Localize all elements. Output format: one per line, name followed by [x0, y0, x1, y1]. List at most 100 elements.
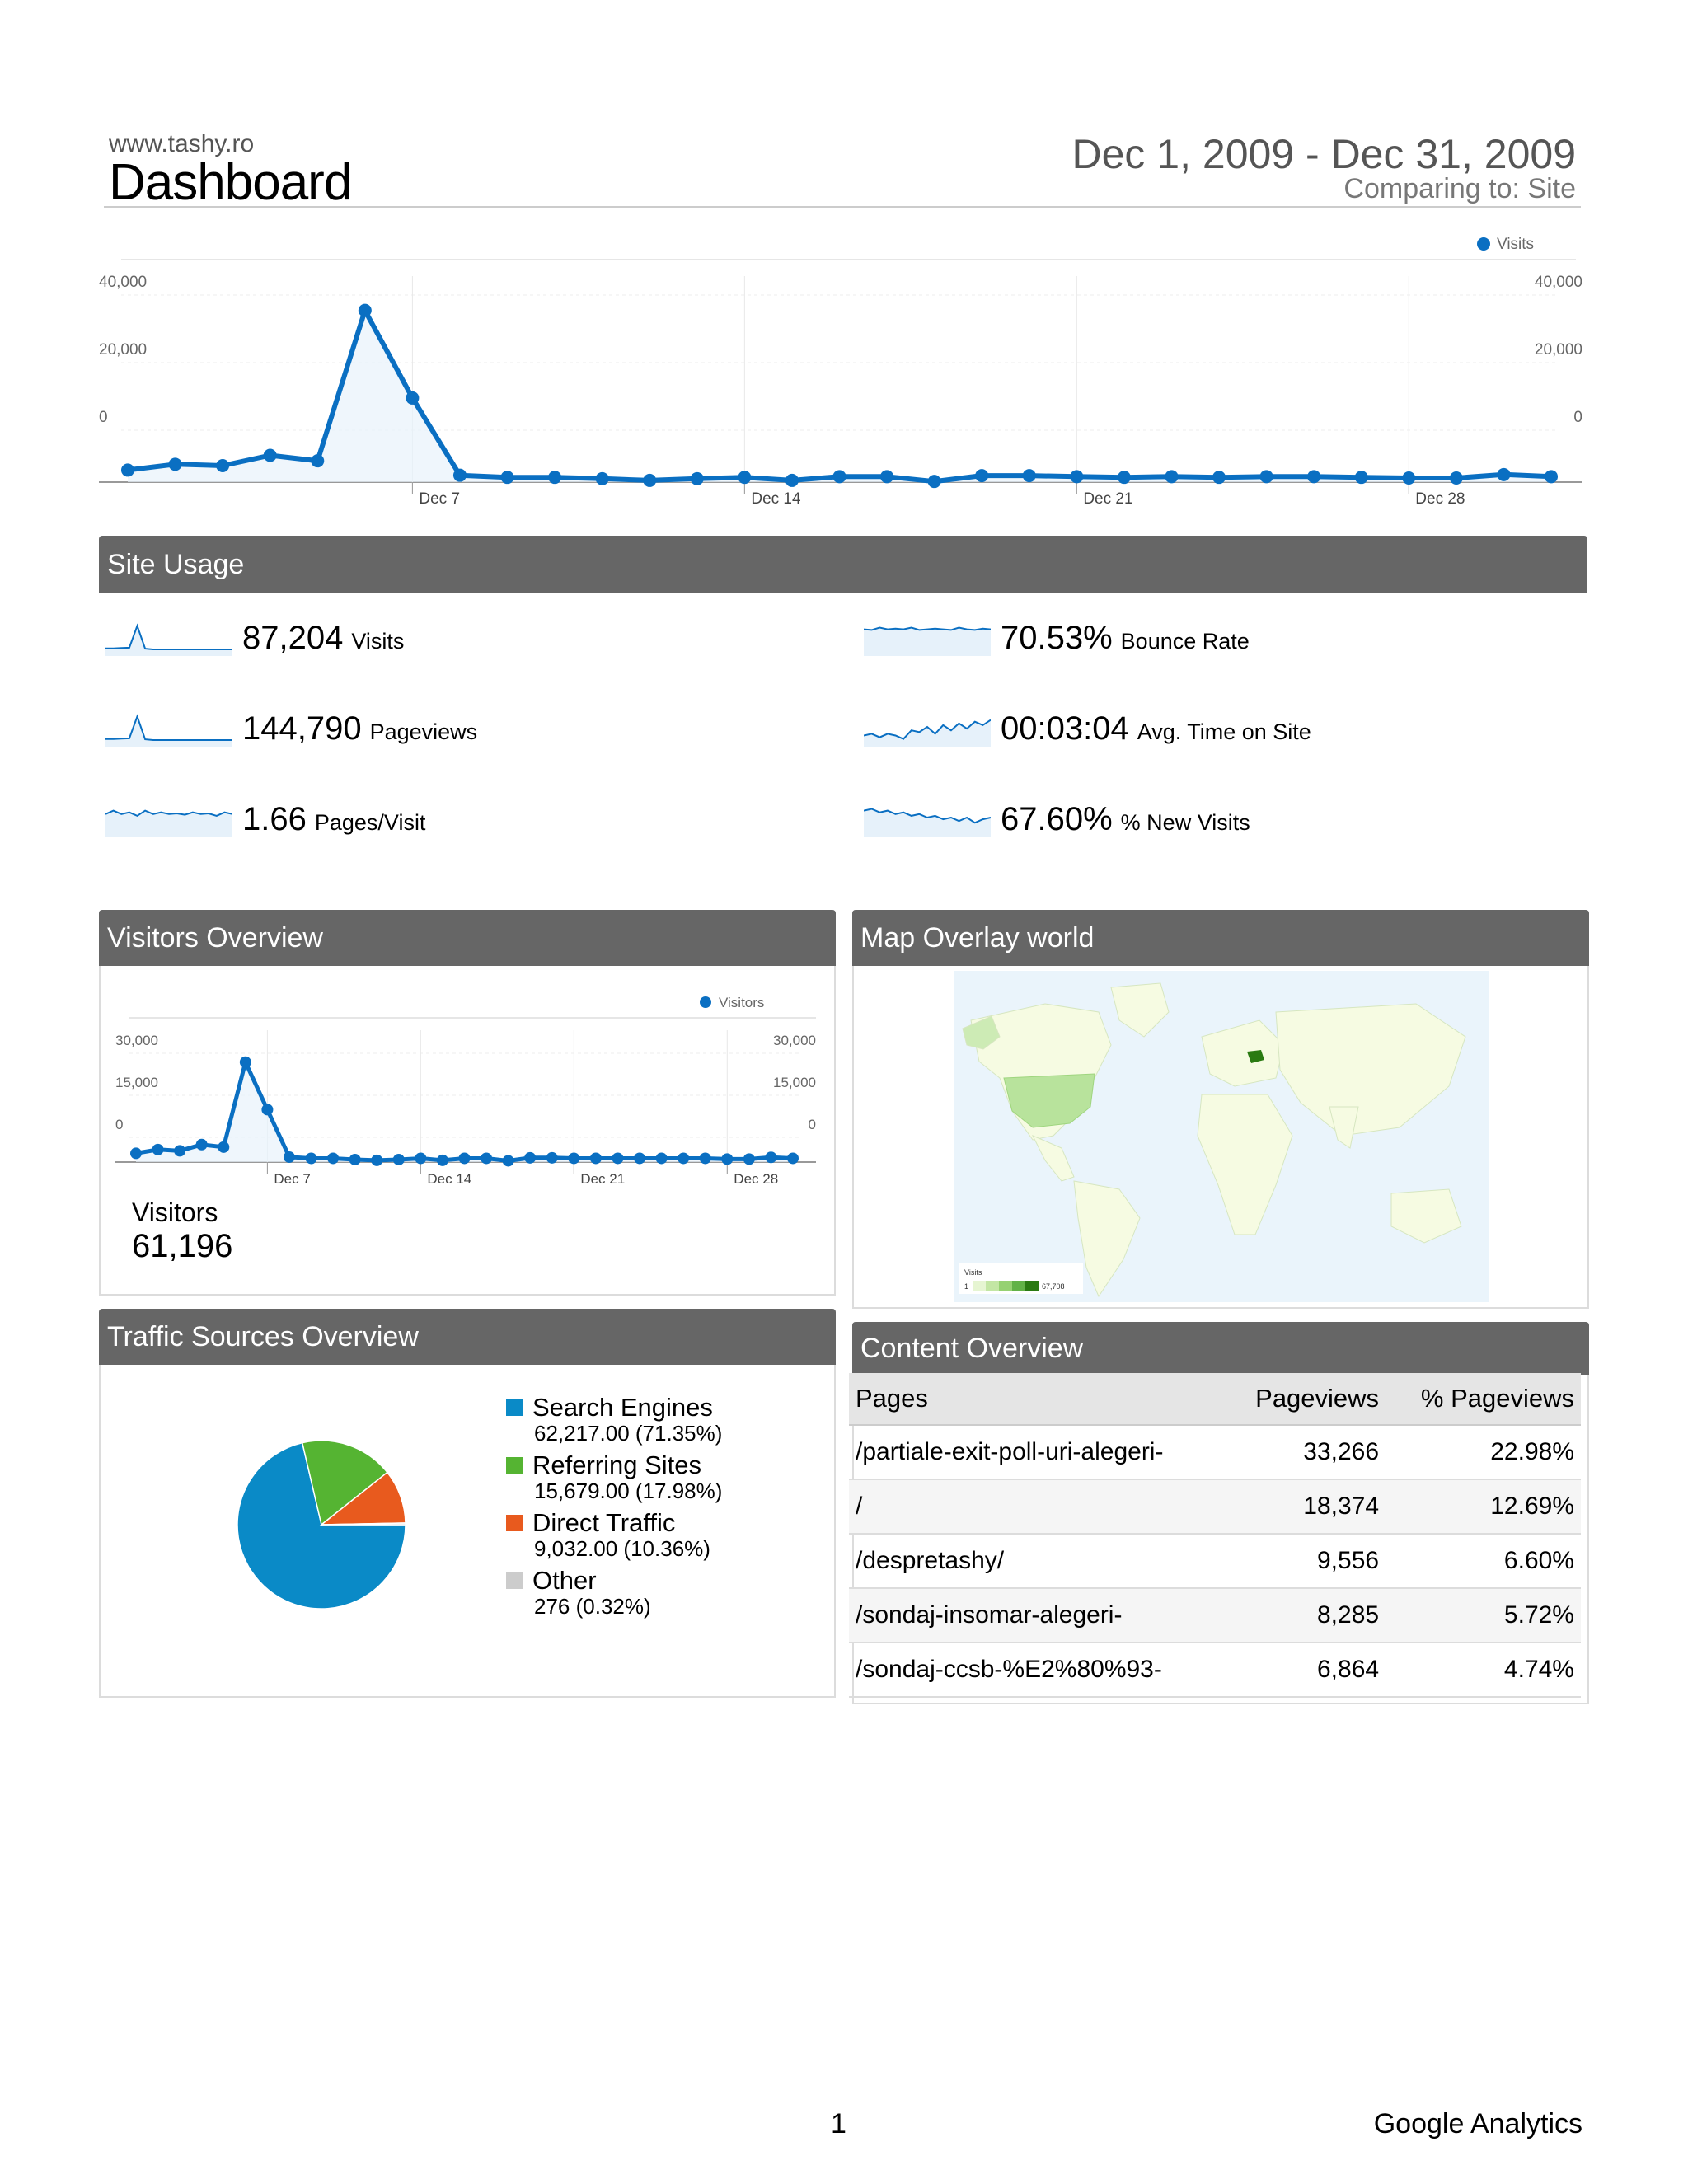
- data-point: [548, 471, 562, 485]
- x-tick-label: Dec 28: [734, 1171, 778, 1187]
- data-point: [595, 471, 609, 485]
- metric-pageviews[interactable]: 144,790 Pageviews: [242, 710, 477, 748]
- x-tick-label: Dec 7: [419, 490, 460, 508]
- traffic-pie-chart: [237, 1440, 406, 1610]
- data-point: [975, 469, 989, 483]
- pageviews-cell: 18,374: [1225, 1479, 1386, 1535]
- metric-visits[interactable]: 87,204 Visits: [242, 620, 404, 657]
- page-title: Dashboard: [109, 154, 352, 211]
- visitors-overview-header[interactable]: Visitors Overview: [99, 910, 836, 966]
- sparkline-line: [106, 623, 232, 650]
- metric-new-visits[interactable]: 67.60% % New Visits: [1001, 801, 1250, 838]
- sparkline-avg-time: [864, 719, 991, 747]
- metric-value: 1.66: [242, 801, 307, 837]
- content-table: Pages Pageviews % Pageviews /partiale-ex…: [849, 1373, 1581, 1698]
- data-point: [392, 1153, 405, 1165]
- world-map[interactable]: Visits 1 67,708: [954, 971, 1489, 1302]
- data-point: [261, 1104, 274, 1116]
- visitors-line-chart: Visitors 30,000 30,000 15,000 15,000 0 0 Dec 7 D…: [115, 995, 816, 1187]
- legend-swatch: [506, 1515, 523, 1531]
- sparkline-line: [106, 714, 232, 741]
- page-path-link[interactable]: /: [849, 1479, 1226, 1535]
- data-point: [1497, 467, 1511, 481]
- map-legend-min: 1: [964, 1282, 968, 1291]
- data-point: [415, 1152, 427, 1165]
- data-point: [239, 1056, 251, 1068]
- page-path-link[interactable]: /despretashy/: [849, 1534, 1226, 1589]
- x-tick-label: Dec 7: [274, 1171, 310, 1187]
- data-point: [765, 1151, 777, 1164]
- sparkline-bounce-rate: [864, 626, 991, 656]
- data-point: [1259, 470, 1273, 484]
- visitors-overview-title: Visitors Overview: [107, 921, 323, 954]
- data-point: [458, 1152, 471, 1165]
- col-pages[interactable]: Pages: [849, 1373, 1226, 1426]
- pie-slice: [237, 1441, 406, 1610]
- content-overview-header[interactable]: Content Overview: [852, 1322, 1589, 1375]
- map-india: [1329, 1106, 1359, 1149]
- page-path-link[interactable]: /sondaj-insomar-alegeri-: [849, 1588, 1226, 1643]
- date-range[interactable]: Dec 1, 2009 - Dec 31, 2009: [1071, 131, 1577, 177]
- metric-value: 67.60%: [1001, 801, 1113, 837]
- metric-pages-per-visit[interactable]: 1.66 Pages/Visit: [242, 801, 425, 838]
- y-tick-label: 0: [99, 409, 108, 426]
- traffic-sources-header[interactable]: Traffic Sources Overview: [99, 1309, 836, 1365]
- data-point: [690, 471, 704, 485]
- y-tick-label: 40,000: [1535, 274, 1582, 291]
- map-australia: [1390, 1188, 1462, 1244]
- pageviews-cell: 9,556: [1225, 1534, 1386, 1589]
- data-point: [927, 475, 941, 489]
- y-tick-label: 15,000: [773, 1075, 816, 1090]
- metric-label: Pages/Visit: [314, 810, 426, 835]
- pageviews-cell: 33,266: [1225, 1425, 1386, 1480]
- data-point: [787, 1152, 799, 1165]
- metric-bounce-rate[interactable]: 70.53% Bounce Rate: [1001, 620, 1250, 657]
- map-overlay-header[interactable]: Map Overlay world: [852, 910, 1589, 966]
- y-tick-label: 20,000: [99, 341, 147, 359]
- site-usage-header: Site Usage: [99, 536, 1587, 593]
- y-tick-label: 15,000: [115, 1075, 158, 1090]
- legend-name: Other: [532, 1566, 597, 1595]
- metric-value: 144,790: [242, 710, 362, 747]
- visitors-total: 61,196: [132, 1228, 233, 1264]
- legend-value: 276 (0.32%): [534, 1594, 651, 1619]
- data-point: [1212, 471, 1226, 485]
- sparkline-area: [864, 808, 991, 837]
- legend-name: Referring Sites: [532, 1451, 702, 1479]
- data-point: [678, 1152, 690, 1165]
- metric-avg-time-on-site[interactable]: 00:03:04 Avg. Time on Site: [1001, 710, 1311, 748]
- pct-pageviews-cell: 6.60%: [1386, 1534, 1581, 1589]
- content-overview-title: Content Overview: [860, 1332, 1084, 1364]
- map-south-america: [1073, 1180, 1141, 1298]
- data-point: [785, 473, 799, 487]
- data-point: [168, 457, 182, 471]
- pct-pageviews-cell: 5.72%: [1386, 1588, 1581, 1643]
- col-pageviews[interactable]: Pageviews: [1225, 1373, 1386, 1426]
- visitors-label: Visitors: [132, 1197, 218, 1227]
- data-point: [1022, 469, 1036, 483]
- x-tick-label: Dec 21: [1083, 490, 1132, 508]
- data-point: [481, 1152, 493, 1165]
- page-path-link[interactable]: /partiale-exit-poll-uri-alegeri-: [849, 1425, 1226, 1480]
- comparing-label: Comparing to: Site: [1343, 173, 1576, 204]
- page-path-link[interactable]: /sondaj-ccsb-%E2%80%93-: [849, 1643, 1226, 1698]
- map-europe: [1201, 1019, 1285, 1087]
- y-tick-label: 30,000: [115, 1033, 158, 1048]
- pct-pageviews-cell: 12.69%: [1386, 1479, 1581, 1535]
- x-tick-label: Dec 28: [1415, 490, 1465, 508]
- data-point: [1402, 471, 1416, 485]
- data-point: [152, 1143, 164, 1155]
- data-point: [500, 471, 514, 485]
- data-point: [1354, 471, 1368, 485]
- data-point: [1307, 470, 1321, 484]
- map-africa: [1197, 1094, 1293, 1235]
- legend-label: Visitors: [719, 995, 764, 1010]
- data-point: [1165, 470, 1179, 484]
- col-pct-pageviews[interactable]: % Pageviews: [1386, 1373, 1581, 1426]
- data-point: [195, 1138, 208, 1151]
- data-point: [174, 1145, 186, 1157]
- y-tick-label: 0: [1573, 409, 1582, 426]
- sparkline-pageviews: [106, 714, 232, 747]
- map-legend-step: [973, 1281, 986, 1291]
- sparkline-area: [864, 719, 991, 747]
